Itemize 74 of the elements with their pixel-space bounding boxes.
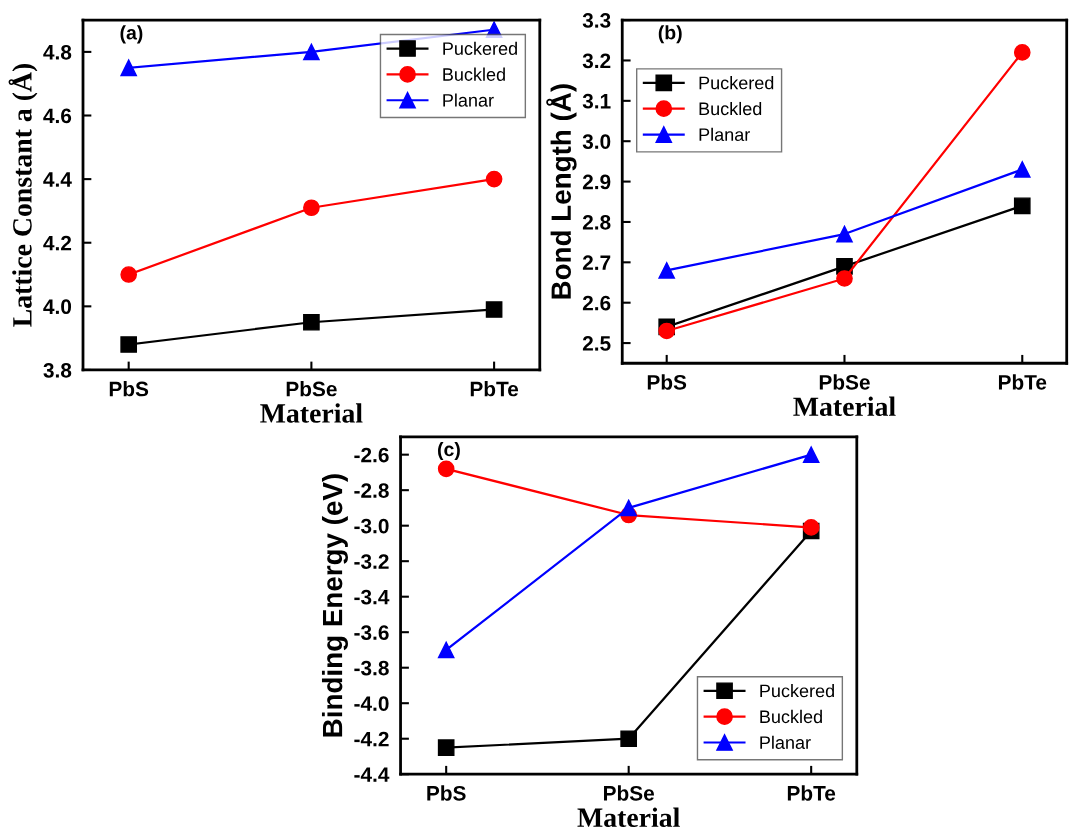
y-tick-label: 3.8: [43, 362, 72, 378]
legend-label: Buckled: [699, 101, 762, 116]
y-tick-label: 4.4: [43, 172, 72, 187]
y-tick-label: 2.9: [582, 174, 611, 190]
y-axis-title: Bond Length (Å): [546, 84, 577, 299]
x-axis-title: Material: [793, 396, 896, 417]
point: [658, 322, 676, 340]
y-tick-label: 2.6: [582, 295, 611, 311]
point: [437, 460, 455, 478]
legend-label: Planar: [699, 127, 750, 142]
x-tick-label: PbSe: [819, 374, 870, 390]
point: [1013, 44, 1031, 61]
point: [485, 301, 503, 318]
legend-label: Buckled: [443, 67, 505, 81]
point: [120, 266, 138, 283]
point: [303, 199, 320, 217]
point: [437, 641, 455, 659]
legend-label: Puckered: [443, 41, 517, 56]
legend-label: Buckled: [760, 709, 822, 724]
y-tick-label: -2.8: [354, 483, 389, 498]
point: [1013, 197, 1031, 215]
point: [120, 336, 138, 353]
y-tick-label: -3.0: [354, 518, 389, 534]
legend-label: Puckered: [699, 76, 774, 90]
y-tick-label: 4.0: [43, 299, 72, 315]
x-tick-label: PbS: [427, 785, 466, 801]
point: [1013, 161, 1031, 178]
x-tick-label: PbS: [647, 374, 687, 390]
point: [120, 59, 138, 77]
legend-label: Puckered: [760, 684, 834, 698]
y-tick-label: -3.6: [354, 625, 389, 640]
point: [620, 499, 638, 517]
annotation: (a): [120, 25, 143, 44]
y-tick-label: -3.2: [354, 554, 389, 569]
y-axis-title: Binding Energy (eV): [321, 474, 348, 737]
point: [437, 739, 455, 756]
legend-label: Planar: [760, 735, 811, 749]
x-axis-title: Material: [260, 403, 363, 423]
x-tick-label: PbTe: [470, 381, 519, 397]
x-tick-label: PbS: [109, 381, 149, 397]
x-tick-label: PbSe: [286, 381, 337, 397]
point: [620, 730, 638, 748]
y-tick-label: -2.6: [354, 447, 389, 463]
y-tick-label: 2.8: [582, 214, 611, 230]
y-tick-label: -4.0: [354, 696, 389, 711]
y-tick-label: 4.6: [43, 108, 72, 124]
x-tick-label: PbSe: [604, 785, 655, 801]
point: [303, 313, 320, 331]
y-tick-label: 3.2: [582, 53, 611, 69]
y-tick-label: -4.4: [354, 767, 390, 782]
y-tick-label: 3.3: [582, 13, 611, 28]
y-tick-label: 4.8: [43, 44, 72, 60]
y-tick-label: -3.4: [354, 589, 390, 605]
y-tick-label: 2.5: [582, 336, 611, 351]
y-tick-label: 3.1: [582, 93, 611, 109]
point: [836, 225, 853, 243]
point: [303, 43, 320, 61]
annotation: (c): [438, 441, 460, 461]
x-axis-title: Material: [577, 807, 680, 828]
x-tick-label: PbTe: [787, 785, 836, 801]
annotation: (b): [658, 25, 682, 44]
point: [802, 519, 820, 536]
point: [802, 446, 820, 464]
point: [485, 170, 503, 188]
y-tick-label: 3.0: [582, 134, 611, 149]
y-axis-title: Lattice Constant a (Å): [8, 63, 38, 327]
y-tick-label: 2.7: [582, 255, 611, 270]
point: [836, 270, 853, 287]
y-tick-label: -4.2: [354, 731, 389, 747]
point: [658, 262, 676, 279]
y-tick-label: -3.8: [354, 660, 389, 676]
y-tick-label: 4.2: [43, 235, 72, 251]
x-tick-label: PbTe: [998, 374, 1047, 390]
legend-label: Planar: [443, 93, 494, 107]
